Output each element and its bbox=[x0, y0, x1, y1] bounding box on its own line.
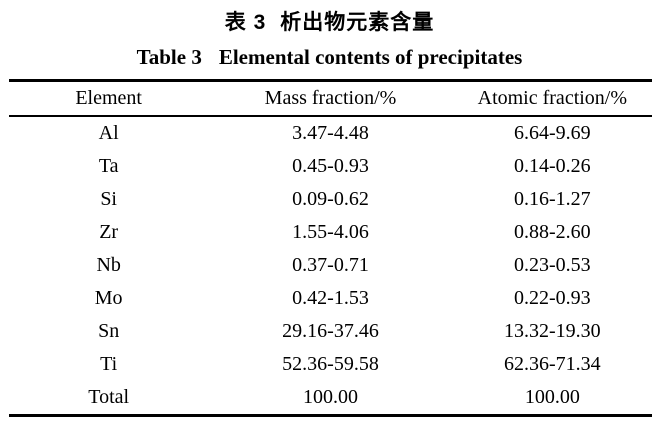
cell-mass-fraction: 0.09-0.62 bbox=[292, 188, 369, 210]
cell-mass-fraction: 100.00 bbox=[302, 386, 358, 408]
table-title-cn-text: 析出物元素含量 bbox=[280, 11, 435, 34]
table-row: Ta 0.45-0.93 0.14-0.26 bbox=[9, 150, 652, 183]
table-number-en: Table 3 bbox=[136, 45, 202, 69]
col-header-mass-fraction: Mass fraction/% bbox=[264, 87, 397, 109]
cell-mass-fraction: 0.42-1.53 bbox=[292, 287, 369, 309]
table-row: Ti 52.36-59.58 62.36-71.34 bbox=[9, 348, 652, 381]
cell-element: Al bbox=[98, 122, 119, 144]
cell-mass-fraction: 1.55-4.06 bbox=[292, 221, 369, 243]
cell-atomic-fraction: 0.88-2.60 bbox=[513, 221, 591, 243]
cell-atomic-fraction: 62.36-71.34 bbox=[503, 353, 601, 375]
cell-mass-fraction: 0.37-0.71 bbox=[292, 254, 369, 276]
cell-atomic-fraction: 0.14-0.26 bbox=[513, 155, 591, 177]
table-row: Si 0.09-0.62 0.16-1.27 bbox=[9, 183, 652, 216]
cell-element: Nb bbox=[96, 254, 121, 276]
cell-element: Sn bbox=[98, 320, 120, 342]
header-row: Element Mass fraction/% Atomic fraction/… bbox=[9, 81, 652, 116]
cell-atomic-fraction: 100.00 bbox=[524, 386, 580, 408]
cell-element: Ti bbox=[100, 353, 118, 375]
table-title-chinese: 表 3 析出物元素含量 bbox=[0, 6, 659, 36]
cell-atomic-fraction: 6.64-9.69 bbox=[513, 122, 591, 144]
cell-element: Total bbox=[88, 386, 130, 408]
table-row: Nb 0.37-0.71 0.23-0.53 bbox=[9, 249, 652, 282]
cell-mass-fraction: 29.16-37.46 bbox=[282, 320, 379, 342]
table-row: Sn 29.16-37.46 13.32-19.30 bbox=[9, 315, 652, 348]
table-number-cn: 表 3 bbox=[224, 11, 267, 34]
cell-element: Mo bbox=[94, 287, 123, 309]
cell-element: Ta bbox=[98, 155, 119, 177]
cell-atomic-fraction: 0.22-0.93 bbox=[513, 287, 591, 309]
cell-element: Zr bbox=[99, 221, 119, 243]
cell-atomic-fraction: 13.32-19.30 bbox=[503, 320, 601, 342]
table-title-english: Table 3 Elemental contents of precipitate… bbox=[0, 45, 659, 70]
cell-atomic-fraction: 0.23-0.53 bbox=[513, 254, 591, 276]
table-row: Al 3.47-4.48 6.64-9.69 bbox=[9, 116, 652, 150]
cell-mass-fraction: 52.36-59.58 bbox=[282, 353, 379, 375]
precipitates-table: Element Mass fraction/% Atomic fraction/… bbox=[9, 79, 652, 417]
table-title-en-text: Elemental contents of precipitates bbox=[218, 45, 523, 69]
table-row: Zr 1.55-4.06 0.88-2.60 bbox=[9, 216, 652, 249]
cell-mass-fraction: 3.47-4.48 bbox=[292, 122, 369, 144]
col-header-element: Element bbox=[75, 87, 142, 109]
table-row: Mo 0.42-1.53 0.22-0.93 bbox=[9, 282, 652, 315]
table-row: Total 100.00 100.00 bbox=[9, 381, 652, 416]
cell-mass-fraction: 0.45-0.93 bbox=[292, 155, 369, 177]
cell-element: Si bbox=[100, 188, 117, 210]
col-header-atomic-fraction: Atomic fraction/% bbox=[477, 87, 628, 109]
cell-atomic-fraction: 0.16-1.27 bbox=[513, 188, 591, 210]
